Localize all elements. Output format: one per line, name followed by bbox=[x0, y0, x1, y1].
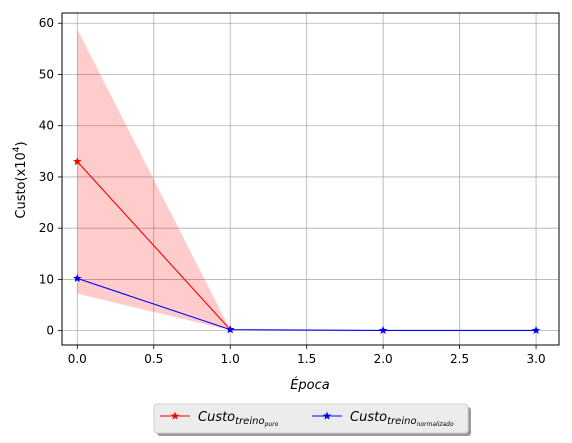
x-tick-label: 0.5 bbox=[144, 352, 163, 366]
y-tick-label: 40 bbox=[39, 119, 54, 133]
band-area bbox=[77, 29, 231, 331]
x-axis-ticks: 0.0 0.5 1.0 1.5 2.0 2.5 3.0 bbox=[68, 345, 546, 366]
data-point-normalizado bbox=[225, 325, 235, 334]
y-axis-label-close: ) bbox=[14, 141, 29, 146]
plot-frame bbox=[61, 12, 560, 346]
series-line-puro bbox=[76, 161, 231, 330]
y-tick-label: 0 bbox=[46, 324, 54, 338]
legend-label-normalizado: Custotreinonormalizado bbox=[350, 410, 454, 428]
legend-label-normalizado-main: Custo bbox=[350, 410, 387, 425]
data-point-normalizado bbox=[531, 325, 541, 335]
x-axis-label: Época bbox=[290, 377, 330, 393]
x-tick-label: 2.0 bbox=[374, 352, 393, 366]
legend-label-normalizado-subsub: normalizado bbox=[417, 421, 454, 428]
x-tick-label: 1.5 bbox=[297, 352, 316, 366]
x-tick-label: 1.0 bbox=[221, 352, 240, 366]
x-tick-label: 0.0 bbox=[68, 352, 87, 366]
legend-label-puro-subsub: puro bbox=[264, 421, 279, 428]
legend-label-puro-sub: treino bbox=[235, 416, 264, 427]
legend-entry-puro: Custotreinopuro bbox=[160, 410, 279, 428]
y-tick-label: 50 bbox=[39, 67, 54, 81]
series-line-normalizado bbox=[77, 277, 537, 331]
y-tick-label: 30 bbox=[39, 170, 54, 184]
legend: Custotreinopuro Custotreinonormalizado bbox=[153, 403, 471, 436]
legend-label-puro: Custotreinopuro bbox=[198, 410, 279, 428]
data-point-normalizado bbox=[73, 273, 82, 283]
legend-label-puro-main: Custo bbox=[198, 410, 235, 425]
legend-box bbox=[153, 403, 469, 434]
legend-entry-normalizado: Custotreinonormalizado bbox=[312, 410, 454, 428]
y-tick-label: 10 bbox=[39, 272, 54, 286]
series-layer bbox=[73, 157, 541, 335]
y-axis-label-exponent: 4 bbox=[12, 146, 22, 152]
data-point-normalizado bbox=[378, 325, 388, 335]
y-tick-label: 60 bbox=[39, 16, 54, 30]
y-tick-label: 20 bbox=[39, 221, 54, 235]
y-axis-ticks: 0 10 20 30 40 50 60 bbox=[39, 16, 62, 338]
data-point-puro bbox=[73, 157, 82, 166]
legend-marker-normalizado bbox=[322, 411, 332, 420]
x-tick-label: 3.0 bbox=[527, 352, 546, 366]
x-tick-label: 2.5 bbox=[450, 352, 469, 366]
legend-marker-puro bbox=[170, 411, 180, 420]
legend-label-normalizado-sub: treino bbox=[387, 416, 416, 427]
grid bbox=[62, 13, 559, 345]
y-axis-label-main: Custo(x10 bbox=[14, 152, 29, 218]
uncertainty-band bbox=[77, 29, 231, 331]
y-axis-label: Custo(x104) bbox=[12, 141, 29, 218]
